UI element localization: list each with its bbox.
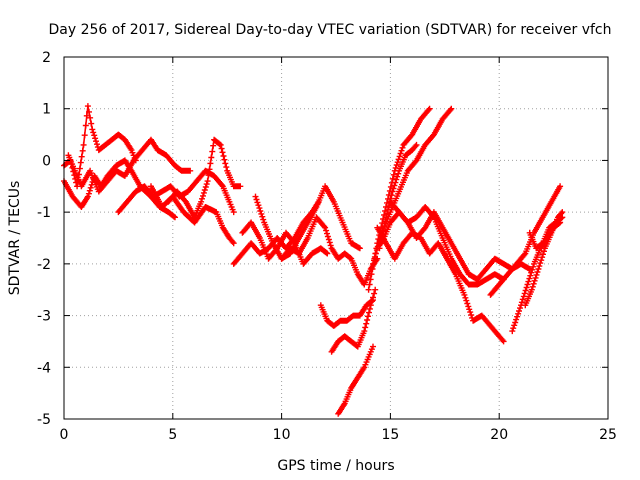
series-markers bbox=[65, 136, 194, 195]
series-markers bbox=[374, 224, 507, 345]
series-markers bbox=[317, 297, 376, 329]
series-markers bbox=[148, 183, 237, 247]
y-tick-labels: 2 1 0 -1 -2 -3 -4 -5 bbox=[37, 50, 51, 428]
y-tick-label: -5 bbox=[37, 412, 51, 428]
series-layer bbox=[61, 103, 566, 417]
y-tick-label: 2 bbox=[42, 50, 51, 66]
x-tick-label: 0 bbox=[60, 427, 69, 443]
x-tick-labels: 0 5 10 15 20 25 bbox=[60, 427, 617, 443]
x-tick-label: 15 bbox=[381, 427, 399, 443]
series-track-12 bbox=[328, 286, 379, 355]
series-track-10 bbox=[278, 214, 381, 288]
series-track-8 bbox=[239, 219, 331, 267]
series-track-20 bbox=[487, 183, 564, 298]
series-track-6 bbox=[148, 183, 237, 247]
x-tick-label: 25 bbox=[599, 427, 617, 443]
series-markers bbox=[387, 198, 507, 288]
x-axis-label: GPS time / hours bbox=[277, 458, 394, 474]
y-tick-label: 1 bbox=[42, 102, 51, 118]
series-markers bbox=[376, 141, 420, 252]
series-track-23 bbox=[526, 214, 566, 252]
plot-frame bbox=[63, 56, 609, 420]
series-line bbox=[367, 108, 431, 290]
series-track-19 bbox=[387, 198, 507, 288]
series-line bbox=[233, 201, 320, 265]
series-markers bbox=[487, 183, 564, 298]
series-track-11 bbox=[317, 297, 376, 329]
y-tick-label: 0 bbox=[42, 153, 51, 169]
x-tick-label: 10 bbox=[273, 427, 291, 443]
y-tick-label: -1 bbox=[37, 205, 51, 221]
series-markers bbox=[335, 343, 376, 417]
chart-title: Day 256 of 2017, Sidereal Day-to-day VTE… bbox=[48, 22, 611, 38]
axis-ticks bbox=[63, 56, 609, 420]
y-tick-label: -3 bbox=[37, 309, 51, 325]
series-track-9 bbox=[252, 183, 363, 262]
series-markers bbox=[252, 183, 363, 262]
series-track-16 bbox=[376, 141, 420, 252]
series-track-13 bbox=[335, 343, 376, 417]
y-axis-label: SDTVAR / TECUs bbox=[7, 181, 23, 296]
series-markers bbox=[328, 286, 379, 355]
grid-lines bbox=[64, 57, 608, 419]
series-track-3 bbox=[65, 136, 194, 195]
series-markers bbox=[278, 214, 381, 288]
series-markers bbox=[526, 214, 566, 252]
y-tick-label: -2 bbox=[37, 257, 51, 273]
y-tick-label: -4 bbox=[37, 360, 51, 376]
series-track-18 bbox=[374, 224, 507, 345]
x-tick-label: 20 bbox=[490, 427, 508, 443]
x-tick-label: 5 bbox=[168, 427, 177, 443]
